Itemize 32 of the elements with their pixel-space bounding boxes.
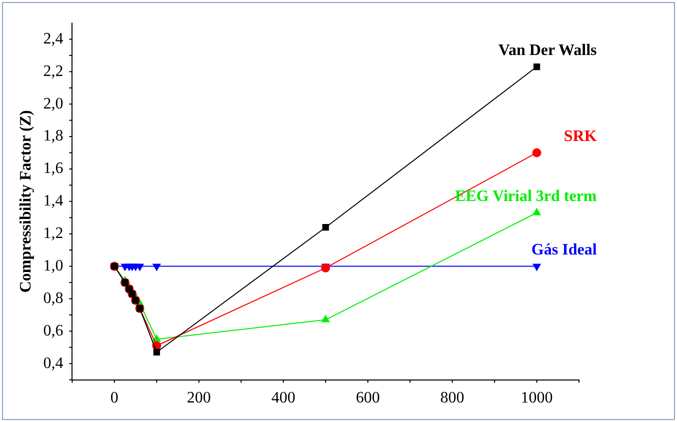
x-tick-label: 200 bbox=[186, 390, 211, 407]
y-tick-label: 2,2 bbox=[43, 62, 64, 80]
y-tick-label: 1,8 bbox=[43, 128, 64, 145]
y-tick-label: 1,6 bbox=[43, 160, 64, 178]
series-label: EEG Virial 3rd term bbox=[455, 188, 598, 205]
point bbox=[152, 334, 161, 342]
point bbox=[532, 264, 541, 271]
point bbox=[322, 315, 330, 322]
y-tick-label: 2,0 bbox=[43, 95, 64, 112]
y-tick-label: 1,0 bbox=[43, 257, 64, 274]
y-tick-label: 0,4 bbox=[43, 354, 64, 372]
x-tick-label: 600 bbox=[356, 390, 380, 407]
x-tick-label: 800 bbox=[440, 390, 464, 407]
series-label: Van Der Walls bbox=[498, 42, 597, 59]
y-tick-label: 0,6 bbox=[43, 322, 64, 340]
y-tick-label: 2,4 bbox=[43, 30, 64, 48]
point bbox=[532, 208, 541, 216]
series-label: SRK bbox=[564, 128, 598, 145]
point bbox=[533, 63, 540, 70]
y-tick-label: 1,2 bbox=[43, 225, 64, 242]
x-tick-label: 0 bbox=[110, 390, 118, 407]
series-label: Gás Ideal bbox=[531, 241, 598, 258]
point bbox=[532, 148, 542, 158]
point bbox=[322, 224, 329, 231]
y-tick-label: 1,4 bbox=[43, 192, 64, 210]
point bbox=[136, 264, 144, 271]
point bbox=[152, 264, 161, 271]
x-tick-label: 400 bbox=[271, 390, 296, 407]
x-tick-label: 1000 bbox=[520, 390, 553, 407]
point bbox=[153, 348, 160, 356]
y-axis-title: Compressibility Factor (Z) bbox=[18, 110, 35, 293]
y-tick-label: 0,8 bbox=[43, 290, 64, 307]
